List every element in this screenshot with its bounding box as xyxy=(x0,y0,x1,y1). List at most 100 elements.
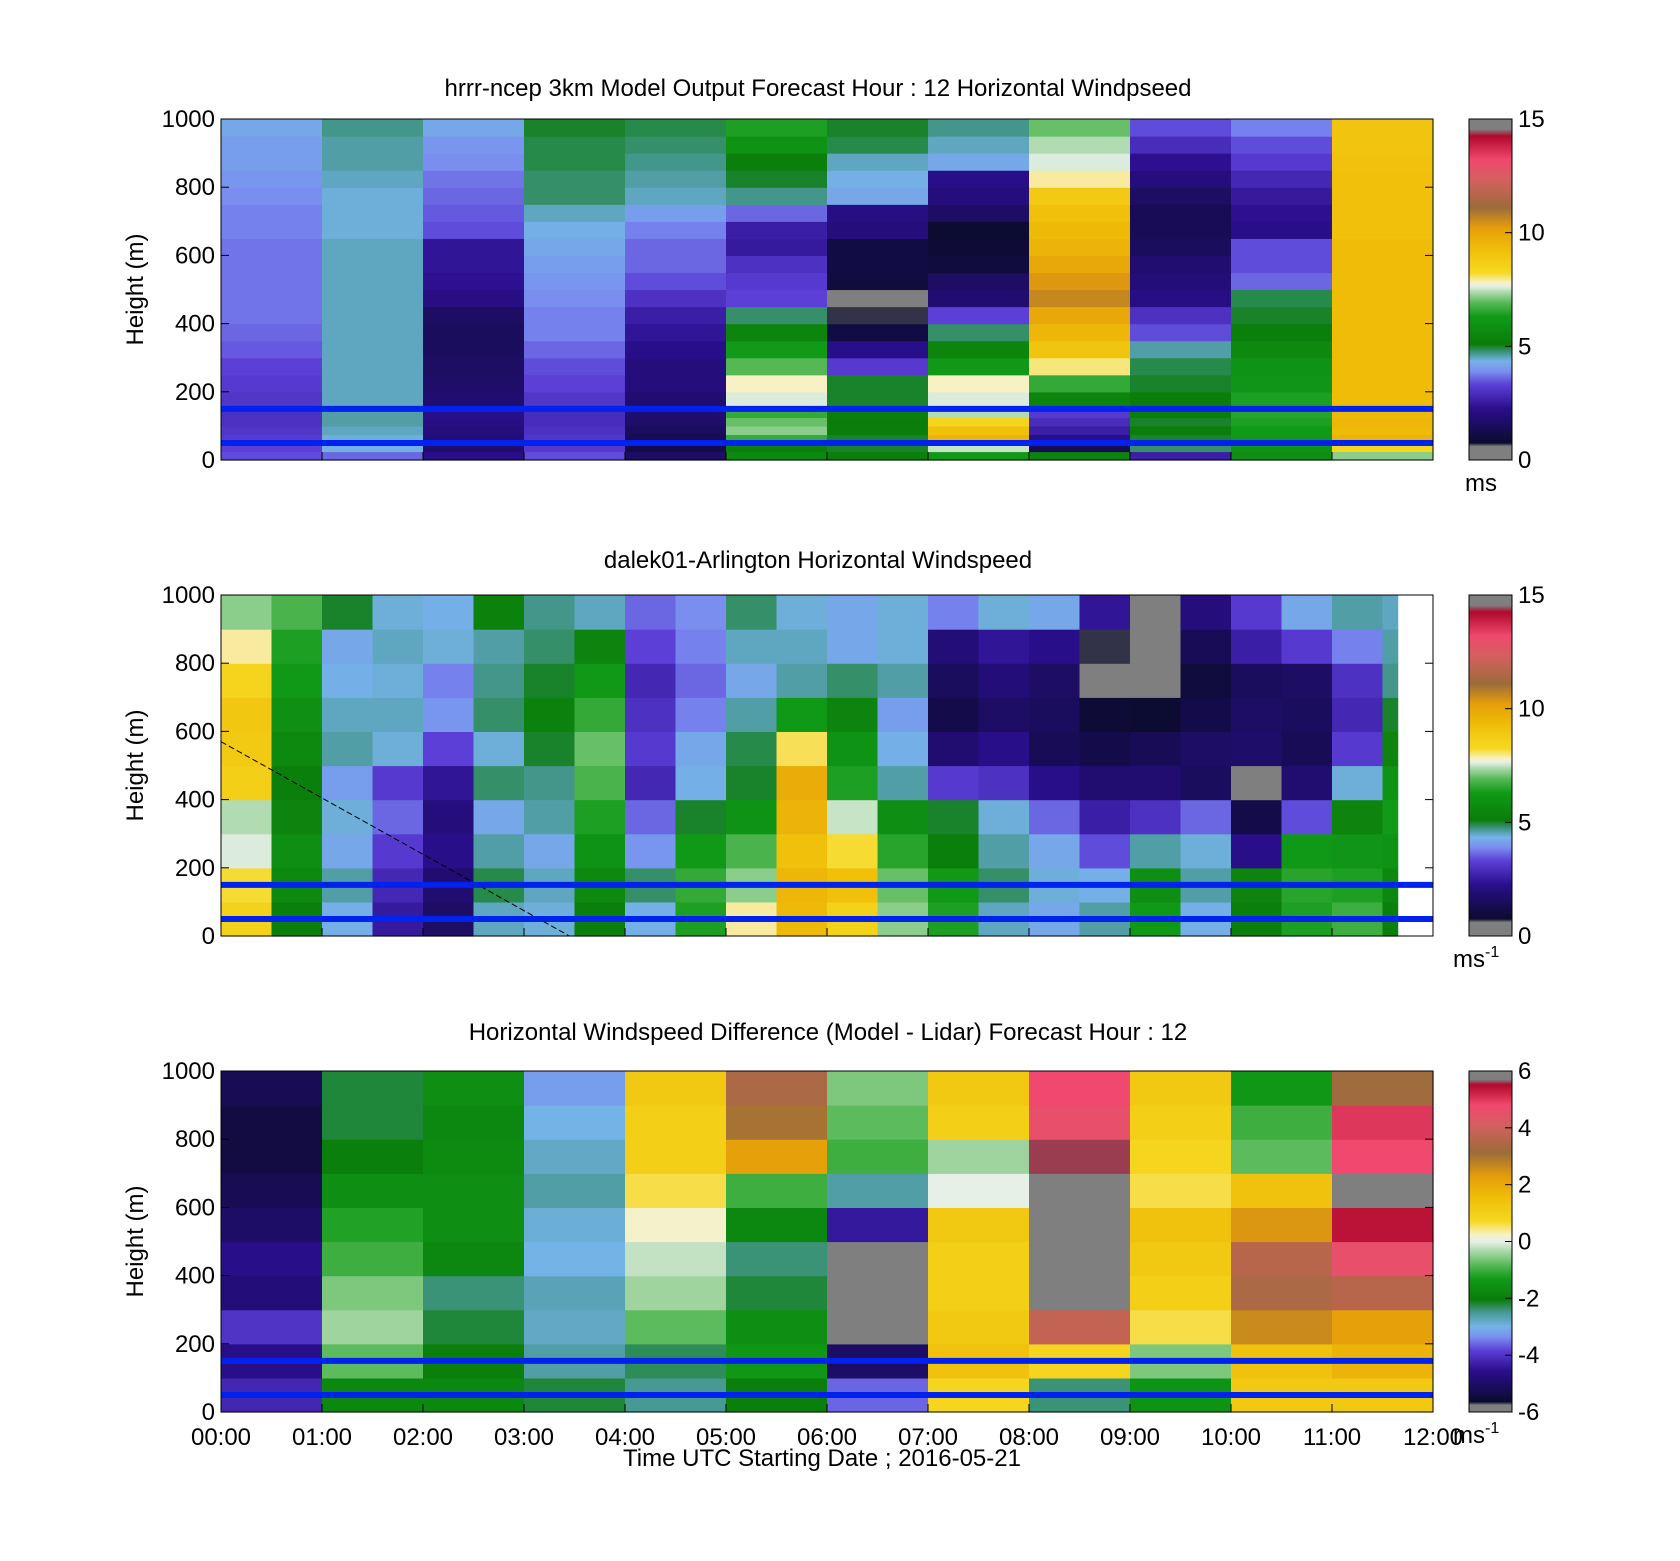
model-cell xyxy=(1231,340,1333,359)
lidar-cell xyxy=(322,799,374,835)
difference-cell xyxy=(1130,1173,1232,1208)
lidar-cell xyxy=(1382,595,1399,630)
model-cell xyxy=(221,238,323,256)
lidar-cell xyxy=(271,765,323,801)
difference-cell xyxy=(524,1309,626,1345)
difference-cell xyxy=(1332,1173,1434,1208)
lidar-cell xyxy=(473,595,525,630)
lidar-cell xyxy=(372,663,424,698)
lidar-cell xyxy=(1231,697,1283,732)
lidar-cell xyxy=(423,833,475,869)
model-cell xyxy=(1231,170,1333,188)
model-cell xyxy=(1332,408,1434,418)
y-tick-label: 400 xyxy=(175,1263,215,1290)
lidar-cell xyxy=(322,731,374,767)
lidar-cell xyxy=(322,833,374,869)
model-cell xyxy=(221,323,323,342)
model-cell xyxy=(928,417,1030,427)
model-cell xyxy=(1029,204,1131,222)
lidar-cell xyxy=(1079,629,1131,664)
model-cell xyxy=(1130,187,1232,205)
difference-cell xyxy=(1231,1241,1333,1277)
lidar-cell xyxy=(928,697,980,732)
lidar-cell xyxy=(1231,799,1283,835)
model-cell xyxy=(1130,289,1232,308)
lidar-cell xyxy=(1130,833,1182,869)
lidar-cell xyxy=(574,765,626,801)
model-cell xyxy=(322,272,424,291)
colorbar-tick-label: 5 xyxy=(1518,333,1531,360)
model-cell xyxy=(827,289,929,308)
lidar-cell xyxy=(978,731,1030,767)
lidar-cell xyxy=(928,833,980,869)
model-cell xyxy=(322,238,424,256)
model-cell xyxy=(928,391,1030,410)
difference-cell xyxy=(928,1207,1030,1243)
model-cell xyxy=(221,425,323,436)
model-cell xyxy=(1231,255,1333,274)
model-cell xyxy=(221,442,323,453)
lidar-cell xyxy=(221,663,273,698)
difference-cell xyxy=(1130,1105,1232,1140)
difference-cell xyxy=(1130,1139,1232,1174)
colorbar-tick-label: 10 xyxy=(1518,696,1545,723)
difference-cell xyxy=(1231,1173,1333,1208)
model-cell xyxy=(524,408,626,418)
model-cell xyxy=(1332,425,1434,436)
difference-cell xyxy=(928,1139,1030,1174)
model-cell xyxy=(726,153,828,171)
lidar-cell xyxy=(1332,833,1384,869)
lidar-cell xyxy=(726,629,778,664)
model-cell xyxy=(726,170,828,188)
difference-cell xyxy=(322,1275,424,1311)
lidar-cell xyxy=(574,663,626,698)
lidar-cell xyxy=(776,833,828,869)
lidar-cell xyxy=(978,663,1030,698)
model-cell xyxy=(322,119,424,137)
lidar-cell xyxy=(1281,799,1333,835)
model-cell xyxy=(726,434,828,444)
lidar-cell xyxy=(675,799,727,835)
model-cell xyxy=(1029,391,1131,410)
model-cell xyxy=(1231,391,1333,410)
model-cell xyxy=(827,119,929,137)
model-cell xyxy=(1332,153,1434,171)
model-cell xyxy=(1029,272,1131,291)
lidar-cell xyxy=(1130,799,1182,835)
lidar-cell xyxy=(1130,765,1182,801)
model-cell xyxy=(221,221,323,239)
lidar-cell xyxy=(423,799,475,835)
y-tick-label: 600 xyxy=(175,718,215,745)
lidar-cell xyxy=(978,833,1030,869)
lidar-cell xyxy=(1332,765,1384,801)
lidar-cell xyxy=(221,833,273,869)
colorbar-tick-label: -4 xyxy=(1518,1342,1539,1369)
lidar-cell xyxy=(928,663,980,698)
model-cell xyxy=(1130,204,1232,222)
difference-cell xyxy=(1332,1105,1434,1140)
lidar-cell xyxy=(524,833,576,869)
lidar-cell xyxy=(827,663,879,698)
difference-cell xyxy=(1332,1071,1434,1106)
lidar-cell xyxy=(221,629,273,664)
model-cell xyxy=(827,408,929,418)
model-cell xyxy=(726,119,828,137)
model-cell xyxy=(928,255,1030,274)
model-cell xyxy=(322,323,424,342)
model-cell xyxy=(625,153,727,171)
model-cell xyxy=(423,408,525,418)
lidar-cell xyxy=(877,697,929,732)
model-cell xyxy=(726,408,828,418)
lidar-cell xyxy=(423,629,475,664)
lidar-cell xyxy=(423,663,475,698)
model-cell xyxy=(928,136,1030,154)
model-cell xyxy=(423,306,525,325)
lidar-cell xyxy=(1130,697,1182,732)
difference-cell xyxy=(524,1139,626,1174)
model-panel-title: hrrr-ncep 3km Model Output Forecast Hour… xyxy=(445,75,1192,102)
lidar-cell xyxy=(675,629,727,664)
model-cell xyxy=(1130,374,1232,393)
y-tick-label: 400 xyxy=(175,787,215,814)
difference-cell xyxy=(1130,1207,1232,1243)
lidar-cell xyxy=(1332,731,1384,767)
